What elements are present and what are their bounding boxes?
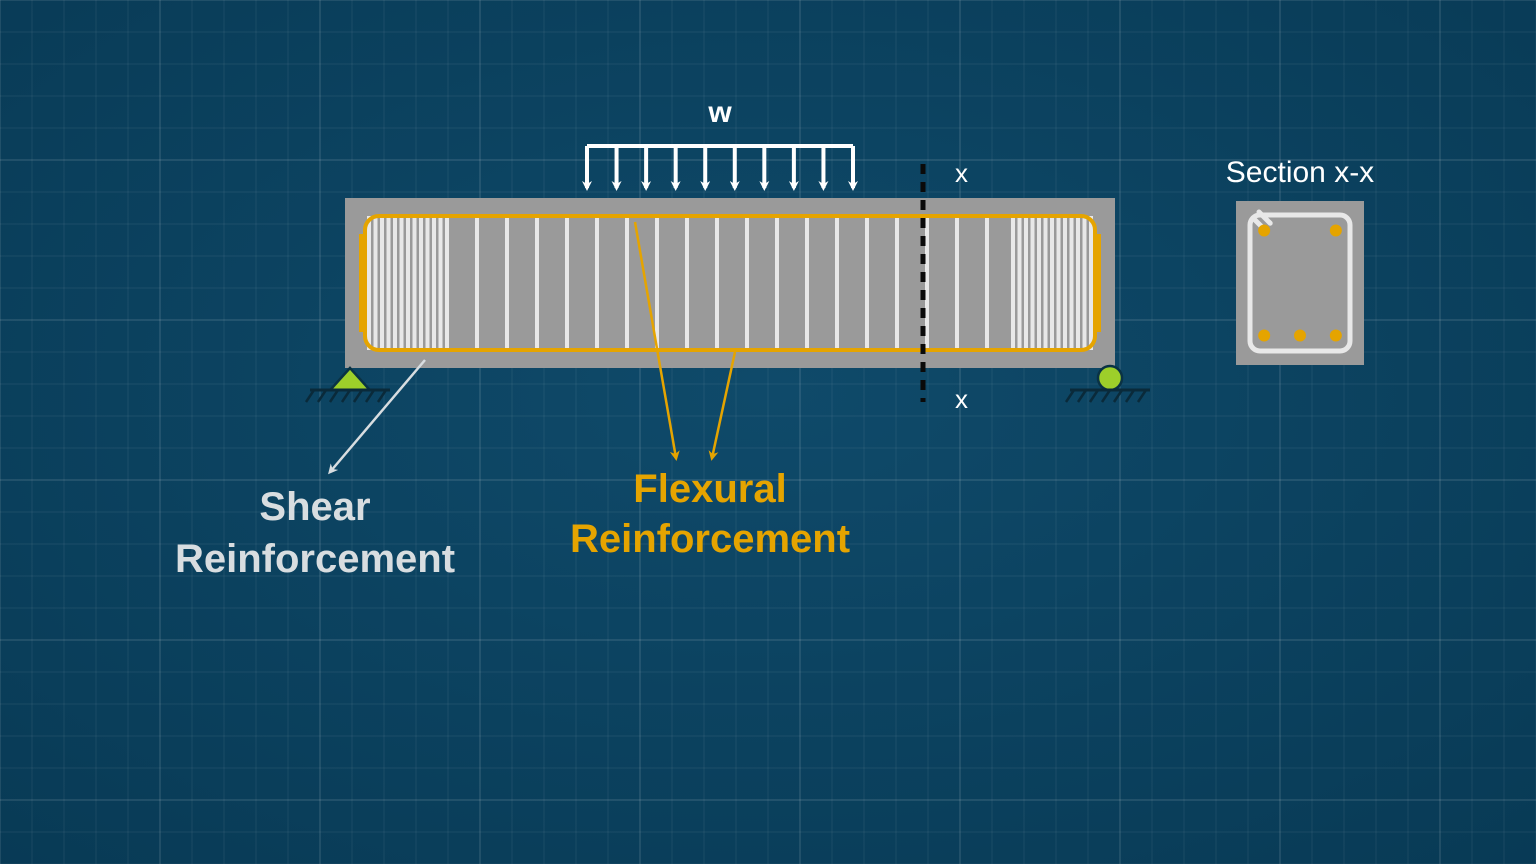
diagram-stage: w x x Shear Reinforcement Flexural Reinforceme… xyxy=(0,0,1536,864)
flexural-label-line2: Reinforcement xyxy=(570,517,850,561)
cross-section: Section x-x xyxy=(1226,156,1374,365)
beam xyxy=(345,198,1115,368)
roller-support-icon xyxy=(1098,366,1122,390)
section-label-bottom: x xyxy=(955,384,968,414)
cross-section-rebar xyxy=(1294,329,1306,341)
load-label: w xyxy=(707,96,732,129)
cross-section-title: Section x-x xyxy=(1226,156,1374,189)
cross-section-rebar xyxy=(1258,329,1270,341)
beam-concrete xyxy=(345,198,1115,368)
section-label-top: x xyxy=(955,158,968,188)
flexural-label-line1: Flexural xyxy=(633,467,786,511)
cross-section-rebar xyxy=(1330,329,1342,341)
shear-label-line2: Reinforcement xyxy=(175,537,455,581)
shear-label-line1: Shear xyxy=(259,485,370,529)
cross-section-rebar xyxy=(1330,225,1342,237)
cross-section-rebar xyxy=(1258,225,1270,237)
